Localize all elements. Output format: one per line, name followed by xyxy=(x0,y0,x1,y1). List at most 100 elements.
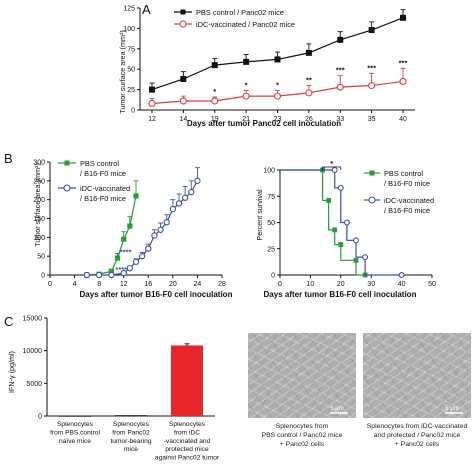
chart-a-x-tick-label: 21 xyxy=(242,116,250,123)
chart-a-point xyxy=(242,92,250,100)
chart-c-bar xyxy=(171,345,203,416)
chart-b-survival-y-tick-label: 0 xyxy=(271,273,275,280)
chart-c-category-label: from iDC xyxy=(174,429,200,436)
chart-b-growth-series-line-0 xyxy=(86,195,137,276)
chart-c-y-tick-label: 0 xyxy=(38,414,42,421)
chart-c-category-label: tumor-bearing xyxy=(110,438,151,445)
chart-b-growth-point xyxy=(120,269,127,277)
chart-b-growth-point xyxy=(163,219,170,226)
chart-b-growth-point xyxy=(127,223,133,229)
chart-b-survival-significance-bracket xyxy=(322,166,342,170)
chart-b-survival-x-label: Days after tumor B16-F0 cell inoculation xyxy=(264,290,417,299)
chart-b-growth-point xyxy=(132,258,140,265)
chart-c-category-label: mice xyxy=(124,446,138,453)
chart-b-growth-point xyxy=(145,245,152,252)
chart-b-survival-x-tick-label: 0 xyxy=(278,281,282,288)
chart-b-survival-point xyxy=(332,227,338,233)
chart-c-bar xyxy=(115,415,147,417)
micrograph-idc: 5 μm Splenocytes from iDC-vaccinated and… xyxy=(363,333,471,448)
chart-c-y-tick-label: 5000 xyxy=(26,381,42,388)
chart-b-survival-point xyxy=(353,237,359,244)
chart-b-growth-y-label: Tumor surface area (mm²) xyxy=(33,163,42,247)
chart-b-survival-x-tick-label: 10 xyxy=(307,281,315,288)
chart-b-growth-point xyxy=(188,188,195,196)
chart-c-y-label: IFN-γ (pg/ml) xyxy=(7,351,16,393)
chart-b-survival-y-tick-label: 50 xyxy=(267,220,275,227)
legend-b-survival-control-marker xyxy=(369,170,375,176)
chart-a-point xyxy=(211,62,218,69)
chart-c-y-tick-label: 15000 xyxy=(23,316,43,323)
chart-b-growth-point xyxy=(95,271,103,279)
chart-a-point xyxy=(305,49,312,56)
chart-c-bar xyxy=(59,415,91,417)
legend-a-control-label: PBS control / Panc02 mice xyxy=(196,8,284,17)
chart-b-survival-point xyxy=(343,219,350,226)
chart-a-y-tick-label: 0 xyxy=(131,108,135,115)
chart-a-significance-label: ** xyxy=(306,76,312,85)
chart-a-significance-label: * xyxy=(213,87,216,96)
chart-b-survival-point xyxy=(331,167,338,173)
chart-b-growth: Tumor surface area (mm²) Days after tumo… xyxy=(33,159,233,299)
chart-b-growth-point xyxy=(121,236,127,242)
chart-b-growth-x-tick-label: 4 xyxy=(73,281,77,288)
chart-a-x-tick-label: 12 xyxy=(148,116,156,123)
chart-b-growth-y-tick-label: 250 xyxy=(33,178,45,185)
chart-a-point xyxy=(211,97,219,105)
chart-b-growth-y-tick-label: 50 xyxy=(37,254,45,261)
legend-b-growth-control-marker xyxy=(64,160,70,166)
micrograph-pbs-caption-3: + Panc02 cells xyxy=(280,441,325,448)
chart-c-category-label: from PBS control xyxy=(50,429,100,436)
chart-a-x-tick-label: 40 xyxy=(399,116,407,123)
chart-c-category-label: protected mice xyxy=(165,446,209,453)
micrograph-idc-caption-3: + Panc02 cells xyxy=(395,441,440,448)
chart-a-point xyxy=(180,75,187,82)
chart-b-survival-point xyxy=(353,257,359,263)
chart-b-survival-x-tick-label: 20 xyxy=(337,281,345,288)
chart-c-category-label: Splenocytes xyxy=(57,421,94,428)
chart-c-ifn: IFN-γ (pg/ml) 0 5000 10000 15000 Splenocytes… xyxy=(7,316,220,462)
chart-a-x-tick-label: 19 xyxy=(211,116,219,123)
panel-label-b: B xyxy=(4,151,13,166)
chart-a-y-tick-label: 25 xyxy=(127,87,135,94)
chart-b-growth-point xyxy=(151,232,158,239)
chart-b-growth-y-tick-label: 200 xyxy=(33,197,45,204)
chart-a-y-label: Tumor surface area (mm²) xyxy=(118,30,127,114)
micrographs: 5 μm Splenocytes from PBS control / Panc… xyxy=(248,333,471,448)
chart-b-survival: Percent survival Days after tumor B16-F0… xyxy=(255,159,436,299)
chart-c-category-label: naïve mice xyxy=(59,438,91,445)
chart-a-x-tick-label: 14 xyxy=(179,116,187,123)
chart-b-survival-legend: PBS control / B16-F0 mice iDC-vaccinated… xyxy=(364,169,434,215)
chart-b-survival-point xyxy=(337,184,344,191)
chart-b-survival-significance-label: * xyxy=(330,159,333,168)
chart-b-growth-point xyxy=(194,177,201,184)
chart-a-point xyxy=(243,58,250,65)
chart-a-significance-label: *** xyxy=(367,63,376,72)
legend-b-survival-vaccinated-marker xyxy=(368,196,376,204)
micrograph-pbs-texture xyxy=(248,333,356,418)
chart-b-growth-significance-label: **** xyxy=(120,247,132,256)
chart-a-legend: PBS control / Panc02 mice iDC-vaccinated… xyxy=(174,8,295,29)
chart-a-x-tick-label: 33 xyxy=(336,116,344,123)
chart-b-survival-point xyxy=(326,198,332,203)
legend-a-item-control: PBS control / Panc02 mice xyxy=(174,8,284,17)
panel-label-a: A xyxy=(142,2,151,17)
chart-b-growth-y-tick-label: 150 xyxy=(33,216,45,223)
legend-a-control-marker xyxy=(180,9,186,15)
legend-b-survival-vaccinated-label-2: / B16-F0 mice xyxy=(384,206,430,215)
chart-c-category-label: Splenocytes xyxy=(113,421,150,428)
chart-b-growth-y-tick-label: 300 xyxy=(33,160,45,167)
chart-b-growth-x-tick-label: 20 xyxy=(169,281,177,288)
legend-b-growth-control-label-2: / B16-F0 mice xyxy=(80,169,126,178)
chart-a-significance-label: * xyxy=(245,80,248,89)
chart-b-growth-point xyxy=(169,205,177,213)
chart-b-survival-point xyxy=(398,272,405,278)
micrograph-idc-caption-1: Splenocytes from iDC-vaccinated xyxy=(367,423,468,430)
legend-b-growth-control-label-1: PBS control xyxy=(80,159,119,168)
chart-a-x-label: Days after tumor Panc02 cell inoculation xyxy=(187,119,341,128)
chart-a-significance-label: *** xyxy=(399,58,408,67)
legend-b-growth-vaccinated-label-1: iDC-vaccinated xyxy=(80,184,130,193)
legend-b-survival-vaccinated-label-1: iDC-vaccinated xyxy=(384,196,434,205)
chart-b-growth-series-line-1 xyxy=(86,180,198,276)
chart-b-growth-x-tick-label: 8 xyxy=(97,281,101,288)
